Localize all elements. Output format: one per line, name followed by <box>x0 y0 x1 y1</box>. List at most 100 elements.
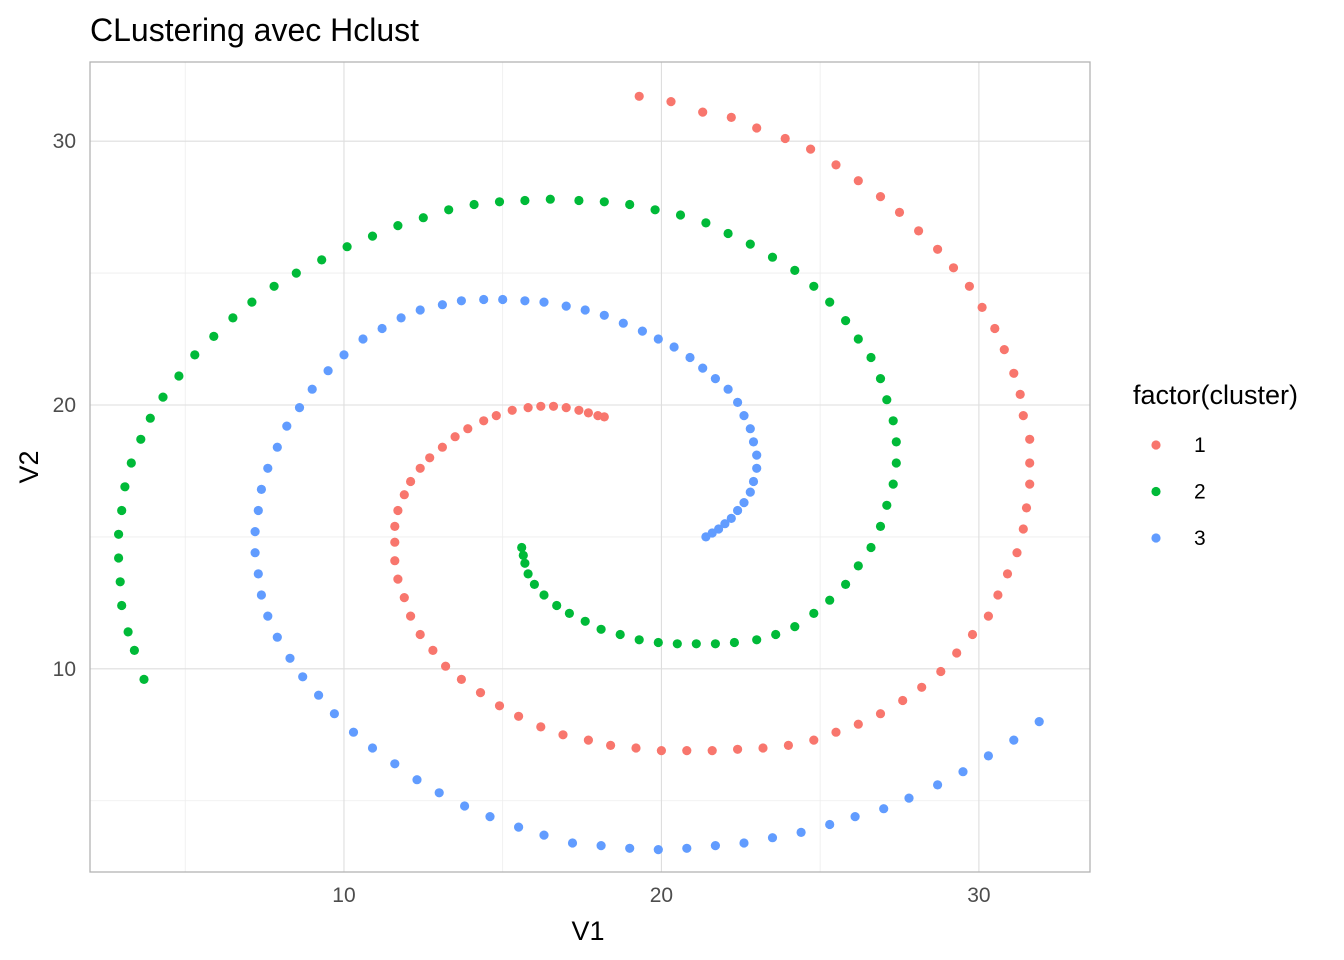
data-point <box>367 743 378 753</box>
data-point <box>682 746 692 756</box>
data-point <box>853 719 863 729</box>
data-point <box>263 463 273 473</box>
data-point <box>434 788 444 798</box>
data-point <box>561 301 571 311</box>
data-point <box>875 374 886 384</box>
data-point <box>136 434 146 444</box>
data-point <box>666 97 676 107</box>
data-point <box>752 635 762 645</box>
data-point <box>507 405 517 415</box>
data-point <box>406 476 416 487</box>
data-point <box>698 107 708 117</box>
plot-panel-border <box>89 61 1091 873</box>
data-point <box>174 371 184 381</box>
data-point <box>348 727 359 737</box>
data-point <box>342 242 352 252</box>
data-point <box>539 590 549 600</box>
data-point <box>574 195 584 206</box>
series-3-points <box>250 294 1044 855</box>
data-point <box>733 505 743 516</box>
data-point <box>518 550 528 561</box>
data-point <box>748 476 759 487</box>
data-point <box>599 412 609 422</box>
x-tick-label: 30 <box>967 884 990 907</box>
x-tick-label: 10 <box>332 884 355 907</box>
data-point <box>656 746 667 756</box>
y-tick-label: 30 <box>53 130 76 153</box>
legend: factor(cluster) 1 2 3 <box>1133 380 1298 550</box>
data-point <box>653 845 663 855</box>
legend-label-2: 2 <box>1194 481 1206 504</box>
data-point <box>529 579 540 590</box>
data-point <box>783 740 794 751</box>
data-point <box>637 326 648 336</box>
x-axis-title: V1 <box>571 916 604 946</box>
data-point <box>745 424 755 434</box>
data-point <box>358 334 368 344</box>
data-point <box>329 709 339 719</box>
axis-tick-labels: 10 20 30 10 20 30 <box>53 130 991 907</box>
data-point <box>745 487 755 497</box>
data-point <box>317 255 327 265</box>
data-point <box>406 611 416 621</box>
data-point <box>634 635 644 645</box>
data-point <box>745 239 755 249</box>
data-point <box>853 176 863 186</box>
data-point <box>123 627 133 637</box>
data-point <box>269 281 279 291</box>
data-point <box>625 843 635 853</box>
data-point <box>415 305 425 315</box>
data-point <box>463 424 473 434</box>
legend-title: factor(cluster) <box>1133 380 1298 410</box>
data-point <box>390 537 400 547</box>
data-point <box>672 639 682 649</box>
data-point <box>307 384 317 394</box>
data-point <box>894 207 905 217</box>
data-point <box>866 542 876 553</box>
data-point <box>780 133 790 144</box>
data-point <box>390 556 400 566</box>
data-point <box>567 838 578 848</box>
data-point <box>875 521 886 532</box>
data-point <box>752 123 762 133</box>
data-point <box>129 645 139 656</box>
data-point <box>114 553 124 563</box>
series-2-points <box>114 194 901 685</box>
data-point <box>294 403 305 413</box>
data-point <box>1025 434 1035 444</box>
data-point <box>520 195 530 206</box>
data-point <box>983 751 994 761</box>
data-point <box>898 695 908 706</box>
data-point <box>250 527 260 537</box>
data-point <box>425 453 435 463</box>
data-point <box>437 442 447 452</box>
data-point <box>1009 368 1019 378</box>
data-point <box>117 600 127 611</box>
data-point <box>841 579 851 590</box>
data-point <box>247 297 257 307</box>
data-point <box>701 218 711 228</box>
data-point <box>450 432 460 442</box>
data-point <box>831 727 841 737</box>
data-point <box>428 645 438 656</box>
data-point <box>314 690 324 700</box>
data-point <box>825 297 835 307</box>
data-point <box>990 323 1000 334</box>
gridlines <box>90 62 1090 872</box>
data-point <box>752 463 762 473</box>
data-point <box>580 616 590 626</box>
data-point <box>634 91 644 101</box>
data-point <box>958 767 968 777</box>
data-point <box>539 297 549 307</box>
data-point <box>272 442 282 452</box>
data-point <box>790 265 800 275</box>
data-point <box>615 629 625 640</box>
data-point <box>291 268 301 278</box>
data-point <box>796 827 806 838</box>
data-point <box>650 205 660 215</box>
data-point <box>139 674 149 685</box>
data-point <box>653 334 663 344</box>
data-point <box>653 637 663 648</box>
data-point <box>882 500 892 510</box>
data-point <box>456 296 466 306</box>
